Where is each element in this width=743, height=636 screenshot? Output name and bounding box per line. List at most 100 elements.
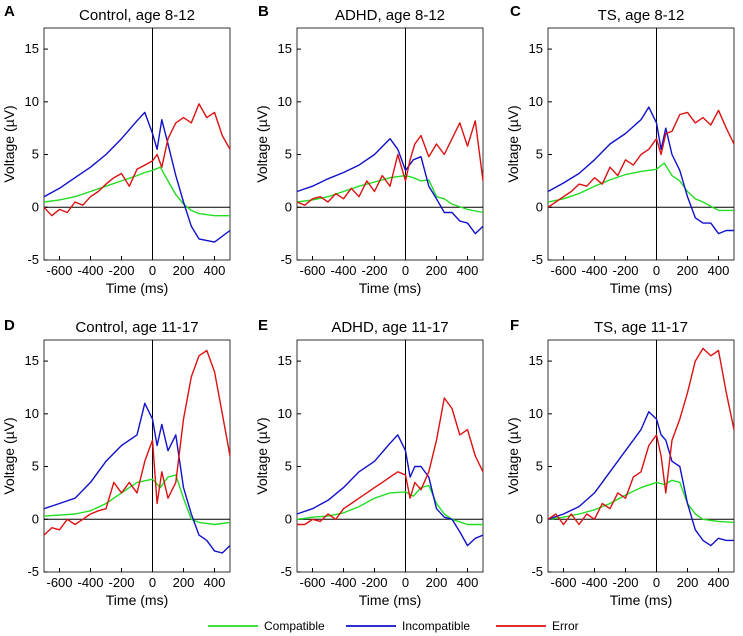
x-tick-label-d: 400 [204,575,226,590]
series-compatible-e [296,484,483,526]
y-tick-label-b: -5 [280,252,292,267]
y-tick-label-f: 10 [529,406,543,421]
x-axis-label-a: Time (ms) [106,280,168,296]
panel-e: E ADHD, age 11-17 -600 -400 -200 0 200 400 -5 0 5 1… [254,317,484,608]
series-error-d [43,349,231,536]
y-tick-label-d: 10 [25,406,39,421]
series-error-f [547,347,735,526]
x-tick-label-c: -400 [581,263,607,278]
x-tick-label-d: 200 [173,575,195,590]
x-tick-label-d: 0 [149,575,156,590]
x-tick-label-a: 400 [204,263,226,278]
series-compatible-d [43,474,231,526]
panel-letter-d: D [4,317,15,334]
series-incompatible-b [296,137,484,235]
panel-d: D Control, age 11-17 -600 -400 -200 0 200 400 -5… [1,317,231,608]
plot-frame-c [547,27,735,261]
x-tick-label-a: -400 [77,263,103,278]
y-tick-label-c: 0 [536,199,543,214]
panel-b: B ADHD, age 8-12 -600 -400 -200 0 200 400 -5 0 5 10… [254,3,484,296]
x-tick-label-a: 200 [173,263,195,278]
series-incompatible-d [43,402,231,554]
x-tick-label-a: -600 [46,263,72,278]
y-tick-label-b: 10 [278,94,292,109]
y-tick-label-d: 5 [32,459,39,474]
panel-letter-a: A [4,3,15,20]
series-incompatible-a [43,111,231,243]
x-tick-label-a: -200 [108,263,134,278]
x-tick-label-e: -600 [299,575,325,590]
series-error-b [296,120,484,206]
x-tick-label-b: 200 [426,263,448,278]
panel-letter-f: F [510,317,519,334]
x-tick-label-e: -200 [361,575,387,590]
panel-title-c: TS, age 8-12 [598,7,685,24]
y-tick-label-f: -5 [531,564,543,579]
x-tick-label-e: 200 [426,575,448,590]
y-axis-label-e: Voltage (µV) [254,417,270,494]
x-tick-label-c: 400 [708,263,730,278]
y-tick-label-e: 5 [285,459,292,474]
y-tick-label-f: 5 [536,459,543,474]
x-axis-label-b: Time (ms) [359,280,421,296]
x-tick-label-f: -600 [550,575,576,590]
panel-title-d: Control, age 11-17 [75,319,198,336]
panel-c: C TS, age 8-12 -600 -400 -200 0 200 400 -5 0 5 10 15… [505,3,735,296]
x-axis-label-d: Time (ms) [106,592,168,608]
legend-label-incompatible: Incompatible [402,619,470,633]
y-tick-label-d: 0 [32,511,39,526]
x-tick-label-c: -600 [550,263,576,278]
x-tick-label-f: 400 [708,575,730,590]
legend: Compatible Incompatible Error [208,619,579,633]
x-tick-label-e: -400 [330,575,356,590]
panel-title-e: ADHD, age 11-17 [331,319,448,336]
panels-layer: A Control, age 8-12 -600 -400 -200 0 200 400 -5 0… [1,3,735,608]
plot-frame-a [43,27,231,261]
y-tick-label-e: -5 [280,564,292,579]
y-tick-label-d: -5 [27,564,39,579]
legend-label-error: Error [552,619,579,633]
x-tick-label-b: 400 [457,263,479,278]
x-tick-label-f: 200 [677,575,699,590]
series-error-a [43,103,231,217]
panel-title-a: Control, age 8-12 [79,7,195,24]
series-error-e [297,397,484,526]
y-tick-label-c: -5 [531,252,543,267]
y-tick-label-e: 15 [278,353,292,368]
x-tick-label-d: -600 [46,575,72,590]
x-tick-label-f: 0 [653,575,660,590]
series-incompatible-e [296,434,484,547]
panel-f: F TS, age 11-17 -600 -400 -200 0 200 400 -5 0 5 10 1… [505,317,735,608]
panel-a: A Control, age 8-12 -600 -400 -200 0 200 400 -5 0… [1,3,231,296]
x-tick-label-a: 0 [149,263,156,278]
x-tick-label-e: 0 [402,575,409,590]
y-tick-label-b: 5 [285,147,292,162]
x-axis-label-e: Time (ms) [359,592,421,608]
panel-title-b: ADHD, age 8-12 [335,7,445,24]
x-axis-label-c: Time (ms) [610,280,672,296]
series-incompatible-f [547,411,734,547]
x-tick-label-b: -400 [330,263,356,278]
x-tick-label-d: -400 [77,575,103,590]
series-compatible-f [547,479,735,524]
legend-label-compatible: Compatible [264,619,325,633]
plot-frame-f [547,339,735,573]
plot-frame-e [296,339,484,573]
y-tick-label-f: 0 [536,511,543,526]
x-tick-label-c: -200 [612,263,638,278]
y-tick-label-a: 10 [25,94,39,109]
series-incompatible-c [547,106,734,235]
x-tick-label-b: -600 [299,263,325,278]
panel-letter-c: C [510,3,521,20]
x-tick-label-d: -200 [108,575,134,590]
y-tick-label-e: 0 [285,511,292,526]
series-compatible-a [43,166,230,217]
y-axis-label-c: Voltage (µV) [505,105,521,182]
y-tick-label-c: 10 [529,94,543,109]
panel-title-f: TS, age 11-17 [594,319,688,336]
plot-frame-b [296,27,484,261]
series-error-c [547,109,735,208]
x-tick-label-c: 200 [677,263,699,278]
x-tick-label-f: -200 [612,575,638,590]
